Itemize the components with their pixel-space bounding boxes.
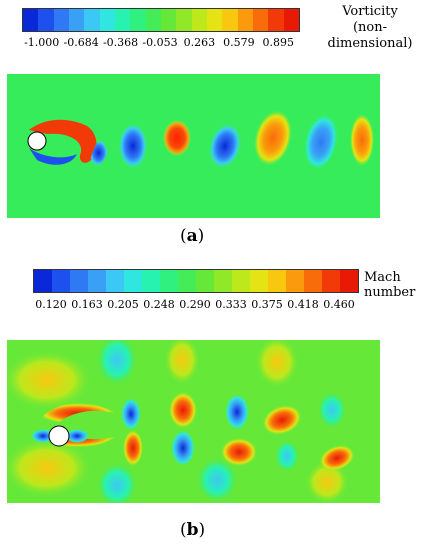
colorbar-tick-label: 0.333 xyxy=(215,298,247,311)
mach-colorbar-title: Mach number xyxy=(364,270,424,300)
colorbar-swatch xyxy=(196,270,214,292)
colorbar-swatch xyxy=(70,270,88,292)
panel-b-label: (b) xyxy=(180,520,206,540)
colorbar-swatch xyxy=(99,9,115,31)
colorbar-swatch xyxy=(38,9,54,31)
colorbar-swatch xyxy=(232,270,250,292)
colorbar-swatch xyxy=(145,9,161,31)
colorbar-swatch xyxy=(286,270,304,292)
colorbar-swatch xyxy=(52,270,70,292)
colorbar-swatch xyxy=(283,9,299,31)
colorbar-tick-label: -1.000 xyxy=(24,36,60,49)
colorbar-swatch xyxy=(142,270,160,292)
colorbar-swatch xyxy=(214,270,232,292)
colorbar-swatch xyxy=(268,9,284,31)
colorbar-swatch xyxy=(252,9,269,31)
mach-title-line2: number xyxy=(364,285,416,300)
colorbar-swatch xyxy=(68,9,85,31)
colorbar-tick-label: 0.263 xyxy=(183,36,216,49)
colorbar-swatch xyxy=(124,270,142,292)
colorbar-tick-label: 0.205 xyxy=(107,298,139,311)
panel-a-letter: a xyxy=(186,226,198,246)
colorbar-swatch xyxy=(268,270,286,292)
colorbar-swatch xyxy=(84,9,100,31)
vorticity-colorbar-ticks: -1.000 -0.684 -0.368 -0.053 0.263 0.579 0.895 xyxy=(22,36,298,50)
colorbar-tick-label: -0.368 xyxy=(102,36,139,49)
colorbar-swatch xyxy=(160,270,178,292)
panel-a-label: (a) xyxy=(180,226,205,246)
mach-colorbar xyxy=(33,269,359,293)
panel-b-letter: b xyxy=(186,520,199,540)
colorbar-swatch xyxy=(222,9,238,31)
colorbar-swatch xyxy=(106,270,124,292)
colorbar-tick-label: 0.375 xyxy=(251,298,283,311)
colorbar-tick-label: 0.163 xyxy=(71,298,103,311)
colorbar-swatch xyxy=(178,270,196,292)
mach-title-line1: Mach xyxy=(364,270,401,285)
colorbar-swatch xyxy=(176,9,192,31)
colorbar-swatch xyxy=(34,270,52,292)
colorbar-tick-label: 0.460 xyxy=(323,298,355,311)
colorbar-swatch xyxy=(88,270,106,292)
vorticity-contour-plot xyxy=(7,74,380,218)
colorbar-tick-label: -0.684 xyxy=(63,36,99,49)
vorticity-colorbar-title: Vorticity (non-dimensional) xyxy=(318,4,422,52)
colorbar-tick-label: 0.290 xyxy=(179,298,211,311)
colorbar-tick-label: 0.895 xyxy=(262,36,295,49)
vorticity-colorbar xyxy=(22,8,300,32)
colorbar-swatch xyxy=(237,9,253,31)
colorbar-swatch xyxy=(23,9,39,31)
vorticity-title-line1: Vorticity xyxy=(342,4,398,19)
mach-field-svg xyxy=(7,340,380,503)
mach-colorbar-ticks: 0.120 0.163 0.205 0.248 0.290 0.333 0.375 0.418… xyxy=(33,298,357,312)
colorbar-swatch xyxy=(160,9,177,31)
mach-contour-plot xyxy=(7,340,380,503)
vorticity-field-svg xyxy=(7,74,380,218)
colorbar-swatch xyxy=(340,270,358,292)
colorbar-tick-label: 0.248 xyxy=(143,298,175,311)
colorbar-swatch xyxy=(322,270,340,292)
colorbar-swatch xyxy=(130,9,146,31)
colorbar-swatch xyxy=(53,9,69,31)
vorticity-title-line2: (non-dimensional) xyxy=(327,20,413,51)
colorbar-tick-label: 0.579 xyxy=(223,36,255,49)
colorbar-tick-label: 0.418 xyxy=(287,298,319,311)
colorbar-swatch xyxy=(191,9,207,31)
colorbar-tick-label: -0.053 xyxy=(142,36,178,49)
colorbar-tick-label: 0.120 xyxy=(35,298,67,311)
colorbar-swatch xyxy=(114,9,131,31)
colorbar-swatch xyxy=(206,9,223,31)
colorbar-swatch xyxy=(304,270,322,292)
colorbar-swatch xyxy=(250,270,268,292)
